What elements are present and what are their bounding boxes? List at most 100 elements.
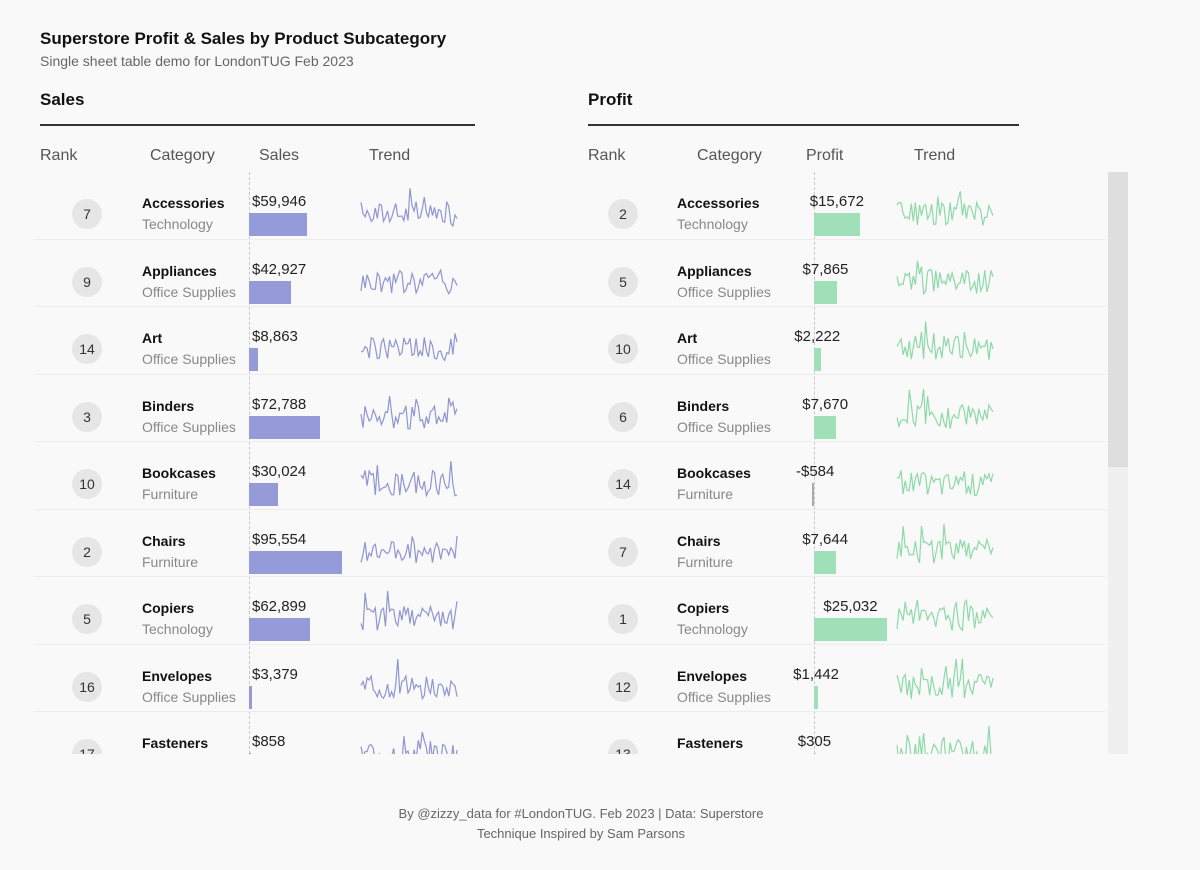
sales-trend-sparkline-line bbox=[360, 188, 458, 228]
sales-value-label: $42,927 bbox=[252, 260, 307, 278]
profit-rank-header: Rank bbox=[588, 147, 626, 164]
profit-trend-sparkline bbox=[896, 388, 994, 429]
sales-trend-sparkline-line bbox=[360, 333, 458, 362]
sales-rank-badge: 16 bbox=[72, 671, 102, 702]
sales-trend-sparkline-line bbox=[360, 590, 458, 631]
sales-rank-badge: 5 bbox=[72, 604, 102, 634]
profit-category-group: Office Supplies bbox=[677, 351, 771, 367]
profit-trend-sparkline bbox=[896, 658, 994, 699]
sales-bar bbox=[249, 550, 342, 574]
table-row[interactable]: 7 Accessories Technology $59,946 2 Accessorie… bbox=[34, 172, 1106, 240]
profit-subcategory-name: Appliances bbox=[677, 262, 752, 279]
profit-rank-badge: 5 bbox=[608, 266, 638, 297]
profit-trend-sparkline-line bbox=[896, 598, 994, 632]
profit-value-label: $7,865 bbox=[802, 260, 849, 278]
row-divider bbox=[34, 306, 1106, 307]
profit-subcategory-name: Envelopes bbox=[677, 667, 748, 684]
profit-trend-sparkline bbox=[896, 523, 994, 563]
sales-subcategory-name: Binders bbox=[142, 397, 195, 414]
profit-category-header: Category bbox=[697, 147, 762, 164]
sales-subcategory-name: Art bbox=[142, 330, 163, 346]
sales-subcategory-name: Bookcases bbox=[142, 465, 216, 481]
table-row[interactable]: 2 Chairs Furniture $95,554 7 Chairs Furniture $… bbox=[34, 510, 1106, 577]
scrollbar-track[interactable] bbox=[1108, 172, 1128, 754]
sales-bar bbox=[249, 753, 251, 754]
sales-trend-sparkline bbox=[360, 535, 458, 563]
profit-category-group: Furniture bbox=[677, 486, 734, 502]
profit-subcategory-name: Binders bbox=[677, 397, 730, 414]
profit-trend-sparkline bbox=[896, 598, 994, 632]
table-row[interactable]: 17FastenersOffice Supplies$85813Fastener… bbox=[34, 712, 1106, 754]
sales-trend-sparkline-line bbox=[360, 535, 458, 563]
profit-category-group: Office Supplies bbox=[677, 283, 771, 300]
sales-trend-sparkline bbox=[360, 461, 458, 498]
profit-category-group: Office Supplies bbox=[677, 688, 771, 705]
sales-value-label: $95,554 bbox=[252, 530, 307, 548]
sales-value-label: $858 bbox=[252, 733, 286, 750]
profit-category-group: Technology bbox=[677, 621, 748, 637]
dashboard-title: Superstore Profit & Sales by Product Sub… bbox=[40, 29, 447, 48]
sales-value-label: $62,899 bbox=[252, 598, 307, 615]
profit-value-label: $7,670 bbox=[802, 395, 849, 413]
profit-trend-sparkline-line bbox=[896, 191, 994, 226]
sales-trend-sparkline bbox=[360, 395, 458, 429]
profit-rank-badge: 1 bbox=[608, 604, 638, 634]
sales-rank-badge: 3 bbox=[72, 401, 102, 432]
table-row[interactable]: 9 Appliances Office Supplies $42,927 5 Applia… bbox=[34, 240, 1106, 307]
profit-rank-badge: 10 bbox=[608, 334, 638, 364]
table-row[interactable]: 10 Bookcases Furniture $30,024 14 Bookcases Fu… bbox=[34, 442, 1106, 510]
profit-trend-sparkline-line bbox=[896, 260, 994, 295]
profit-trend-sparkline-line bbox=[896, 725, 992, 754]
scrollbar-thumb[interactable] bbox=[1108, 172, 1128, 467]
sales-trend-sparkline bbox=[360, 267, 458, 295]
dashboard-subtitle: Single sheet table demo for LondonTUG Fe… bbox=[40, 53, 354, 69]
row-divider bbox=[34, 711, 1106, 712]
profit-rank-badge: 13 bbox=[608, 739, 638, 754]
table-row[interactable]: 3 Binders Office Supplies $72,788 6 Binders Of… bbox=[34, 375, 1106, 442]
sales-section-rule bbox=[40, 124, 475, 126]
profit-value-label: $2,222 bbox=[794, 328, 841, 345]
profit-subcategory-name: Accessories bbox=[677, 195, 760, 211]
profit-category-group: Technology bbox=[677, 216, 748, 232]
profit-subcategory-name: Copiers bbox=[677, 600, 730, 616]
sales-trend-sparkline bbox=[360, 658, 458, 700]
sales-rank-badge: 17 bbox=[72, 739, 102, 754]
sales-category-group: Technology bbox=[142, 621, 213, 637]
row-divider bbox=[34, 373, 1106, 375]
profit-trend-sparkline-line bbox=[896, 470, 994, 497]
profit-value-label: $305 bbox=[797, 733, 832, 750]
sales-category-header: Category bbox=[150, 147, 215, 164]
row-divider bbox=[34, 576, 1106, 577]
sales-rank-badge: 9 bbox=[72, 266, 102, 297]
sales-value-label: $30,024 bbox=[252, 463, 307, 480]
sales-trend-sparkline-line bbox=[360, 461, 458, 498]
sales-rank-badge: 2 bbox=[72, 536, 102, 567]
profit-value-label: -$584 bbox=[796, 463, 835, 480]
profit-trend-sparkline bbox=[896, 321, 994, 360]
sales-trend-sparkline-line bbox=[360, 731, 458, 754]
table-row[interactable]: 14 Art Office Supplies $8,863 10 Art Office Su… bbox=[34, 307, 1106, 375]
profit-category-group: Office Supplies bbox=[677, 418, 771, 435]
sales-category-group: Technology bbox=[142, 216, 213, 232]
footer-technique: Technique Inspired by Sam Parsons bbox=[476, 826, 686, 841]
profit-trend-sparkline-line bbox=[896, 658, 994, 699]
row-divider bbox=[34, 643, 1106, 645]
sales-subcategory-name: Copiers bbox=[142, 600, 195, 616]
profit-subcategory-name: Art bbox=[677, 330, 698, 346]
sales-trend-sparkline-line bbox=[360, 658, 458, 700]
table-scroll-area[interactable]: 7 Accessories Technology $59,946 2 Accessorie… bbox=[34, 172, 1128, 754]
table-row[interactable]: 16 Envelopes Office Supplies $3,379 12 Envelo… bbox=[34, 645, 1106, 712]
profit-rank-badge: 6 bbox=[608, 401, 638, 432]
sales-bar bbox=[249, 213, 308, 236]
profit-value-label: $1,442 bbox=[793, 665, 840, 683]
row-divider bbox=[34, 441, 1106, 442]
sales-value-label: $59,946 bbox=[252, 193, 307, 210]
sales-bar bbox=[249, 280, 291, 304]
sales-value-label: $72,788 bbox=[252, 395, 307, 413]
sales-category-group: Office Supplies bbox=[142, 283, 236, 300]
profit-trend-sparkline bbox=[896, 725, 992, 754]
row-divider bbox=[34, 238, 1106, 240]
sales-bar bbox=[249, 348, 258, 371]
table-row[interactable]: 5 Copiers Technology $62,899 1 Copiers Technol… bbox=[34, 577, 1106, 645]
sales-value-header: Sales bbox=[259, 147, 300, 164]
